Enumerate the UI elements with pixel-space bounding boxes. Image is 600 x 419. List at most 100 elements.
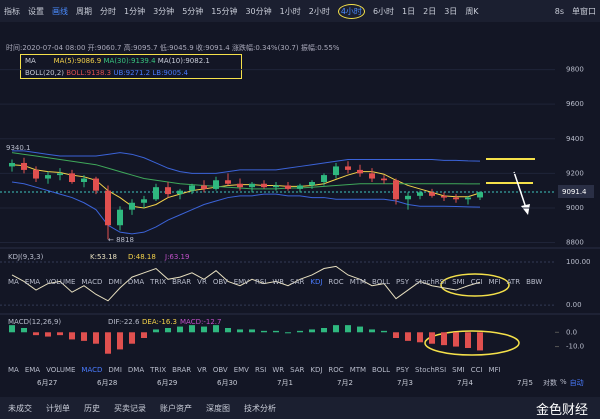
- indicator-tab[interactable]: KDJ: [310, 278, 323, 286]
- macd-bar: [69, 332, 75, 340]
- indicator-tab[interactable]: StochRSI: [415, 278, 447, 286]
- indicator-tab[interactable]: WR: [272, 366, 285, 374]
- indicator-tab[interactable]: TRIX: [150, 278, 167, 286]
- indicator-tab[interactable]: CCI: [470, 278, 483, 286]
- candle-body: [33, 169, 39, 179]
- indicator-tab[interactable]: MA: [8, 366, 19, 374]
- bottom-tab[interactable]: 技术分析: [244, 403, 276, 413]
- toolbar-button[interactable]: 单窗口: [572, 6, 596, 16]
- indicator-tab[interactable]: BRAR: [172, 366, 192, 374]
- indicator-tab[interactable]: RSI: [254, 278, 267, 286]
- axis-option[interactable]: 自动: [569, 379, 584, 387]
- axis-option[interactable]: 对数: [543, 379, 557, 387]
- period-button[interactable]: 4小时: [337, 3, 365, 19]
- axis-options: 对数% 自动: [543, 378, 584, 388]
- indicator-tab[interactable]: StochRSI: [415, 366, 447, 374]
- period-button[interactable]: 3日: [444, 6, 458, 16]
- bottom-tab[interactable]: 历史: [84, 403, 100, 413]
- indicator-tab[interactable]: TRIX: [150, 366, 167, 374]
- indicator-tab[interactable]: MACD: [81, 366, 103, 374]
- indicator-tab[interactable]: EMV: [233, 278, 249, 286]
- candle-body: [357, 169, 363, 174]
- indicator-tab[interactable]: MTM: [349, 366, 367, 374]
- indicator-tab[interactable]: VR: [197, 278, 207, 286]
- indicator-tab[interactable]: DMI: [108, 278, 122, 286]
- toolbar-button[interactable]: 画线: [52, 6, 68, 16]
- indicator-tab[interactable]: MACD: [81, 278, 103, 286]
- indicator-tab[interactable]: SAR: [290, 278, 305, 286]
- candle-body: [297, 185, 303, 189]
- ma5: MA(5):9086.9: [53, 57, 102, 65]
- period-button[interactable]: 3分钟: [153, 6, 175, 16]
- macd-bar: [105, 332, 111, 354]
- brand: 金色财经: [535, 402, 588, 418]
- macd-bar: [357, 326, 363, 333]
- period-button[interactable]: 1日: [402, 6, 416, 16]
- indicator-tab[interactable]: ATR: [506, 278, 521, 286]
- indicator-tab[interactable]: PSY: [396, 366, 409, 374]
- period-button[interactable]: 2日: [423, 6, 437, 16]
- axis-option[interactable]: %: [560, 378, 567, 386]
- period-button[interactable]: 2小时: [308, 6, 330, 16]
- indicator-tab[interactable]: SAR: [290, 366, 305, 374]
- indicator-tab[interactable]: ROC: [328, 366, 344, 374]
- candle-body: [93, 178, 99, 191]
- bottom-tab[interactable]: 买卖记录: [114, 403, 146, 413]
- indicator-tab[interactable]: DMA: [127, 278, 145, 286]
- indicator-tab[interactable]: MA: [8, 278, 19, 286]
- indicator-tab[interactable]: BBW: [526, 278, 543, 286]
- indicator-tab[interactable]: MTM: [349, 278, 367, 286]
- indicator-tab[interactable]: DMI: [108, 366, 122, 374]
- indicator-tab[interactable]: MFI: [488, 278, 501, 286]
- indicator-tab[interactable]: BOLL: [372, 278, 391, 286]
- indicator-tab[interactable]: OBV: [212, 278, 228, 286]
- bottom-tab[interactable]: 计划单: [46, 403, 70, 413]
- indicator-tab[interactable]: EMV: [233, 366, 249, 374]
- macd-bar: [417, 332, 423, 343]
- indicator-tab[interactable]: SMI: [452, 366, 465, 374]
- bottom-tab[interactable]: 未成交: [8, 403, 32, 413]
- indicator-tab[interactable]: WR: [272, 278, 285, 286]
- indicator-tab[interactable]: EMA: [24, 366, 41, 374]
- indicator-tab[interactable]: CCI: [470, 366, 483, 374]
- indicator-tab[interactable]: SMI: [452, 278, 465, 286]
- candle-body: [105, 190, 111, 226]
- indicator-tab[interactable]: KDJ: [310, 366, 323, 374]
- annotation-circle: [424, 330, 520, 356]
- period-button[interactable]: 周K: [465, 6, 479, 16]
- period-button[interactable]: 1小时: [279, 6, 301, 16]
- indicator-tab[interactable]: EMA: [24, 278, 41, 286]
- period-button[interactable]: 6小时: [372, 6, 395, 16]
- indicator-tab[interactable]: VR: [197, 366, 207, 374]
- period-button[interactable]: 5分钟: [182, 6, 204, 16]
- bottom-tab[interactable]: 账户资产: [160, 403, 192, 413]
- period-button[interactable]: 周期: [76, 6, 92, 16]
- indicator-tab[interactable]: ROC: [328, 278, 344, 286]
- indicator-tab[interactable]: BOLL: [372, 366, 391, 374]
- candle-body: [57, 173, 63, 176]
- bottom-tab[interactable]: 深度图: [206, 403, 230, 413]
- period-button[interactable]: 30分钟: [245, 6, 272, 16]
- toolbar-button[interactable]: 8s: [554, 6, 564, 16]
- indicator-tab[interactable]: BRAR: [172, 278, 192, 286]
- toolbar-button[interactable]: 指标: [4, 6, 20, 16]
- indicator-tab[interactable]: PSY: [396, 278, 409, 286]
- macd-bar: [405, 332, 411, 341]
- macd-dif: DIF:-22.6: [108, 318, 140, 326]
- indicator-tab[interactable]: VOLUME: [46, 278, 76, 286]
- toolbar-button[interactable]: 设置: [28, 6, 44, 16]
- indicator-tab[interactable]: MFI: [488, 366, 501, 374]
- indicator-tab[interactable]: RSI: [254, 366, 267, 374]
- macd-bar: [201, 326, 207, 333]
- candle-body: [201, 185, 207, 189]
- kdj-j: J:63.19: [164, 253, 189, 261]
- macd-bar: [9, 325, 15, 333]
- period-button[interactable]: 1分钟: [124, 6, 146, 16]
- period-button[interactable]: 分时: [100, 6, 116, 16]
- indicator-tab[interactable]: OBV: [212, 366, 228, 374]
- indicator-tab[interactable]: VOLUME: [46, 366, 76, 374]
- indicator-tab[interactable]: DMA: [127, 366, 145, 374]
- macd-bar: [333, 325, 339, 333]
- bottom-tabs: 未成交 计划单 历史 买卖记录 账户资产 深度图 技术分析 金色财经: [0, 397, 600, 419]
- period-button[interactable]: 15分钟: [211, 6, 238, 16]
